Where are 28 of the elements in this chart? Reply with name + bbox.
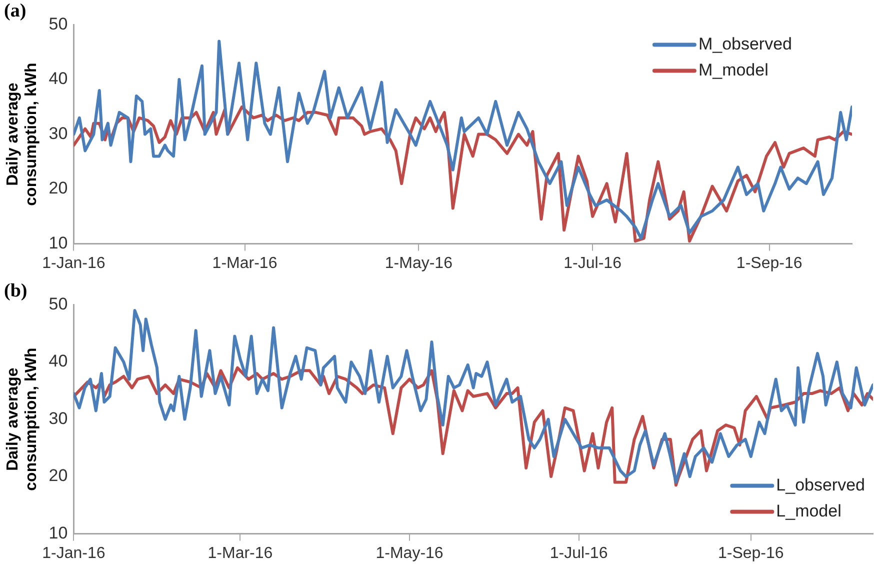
x-tick-label: 1-May-16	[376, 544, 444, 562]
y-axis-title: Daily average consumption, kWh	[4, 62, 40, 206]
y-tick-label: 10	[48, 523, 68, 542]
y-tick-label: 30	[48, 408, 68, 428]
x-tick-label: 1-Jan-16	[42, 544, 106, 562]
y-tick-label: 20	[48, 178, 68, 198]
y-tick-label: 30	[48, 124, 68, 143]
x-tick-label: 1-May-16	[384, 254, 453, 272]
chart-title: (a)	[4, 0, 26, 22]
legend-label: L_observed	[776, 475, 865, 494]
y-axis-title: Daily average consumption, kWh	[4, 348, 40, 491]
y-tick-label: 40	[48, 352, 68, 371]
x-tick-label: 1-Jul-16	[564, 254, 622, 272]
y-tick-label: 50	[48, 14, 68, 34]
legend-label: L_model	[776, 501, 842, 520]
x-tick-label: 1-Jul-16	[550, 544, 608, 562]
legend-label: M_observed	[698, 34, 792, 54]
y-tick-label: 10	[48, 233, 68, 252]
chart-title: (b)	[4, 280, 28, 302]
x-tick-label: 1-Jan-16	[42, 254, 106, 272]
legend-label: M_model	[698, 60, 768, 80]
x-tick-label: 1-Sep-16	[736, 254, 802, 272]
x-tick-label: 1-Sep-16	[718, 544, 784, 562]
y-tick-label: 40	[48, 69, 68, 88]
x-tick-label: 1-Mar-16	[212, 254, 278, 272]
y-tick-label: 50	[48, 294, 68, 314]
y-tick-label: 20	[48, 466, 68, 486]
x-tick-label: 1-Mar-16	[208, 544, 273, 562]
